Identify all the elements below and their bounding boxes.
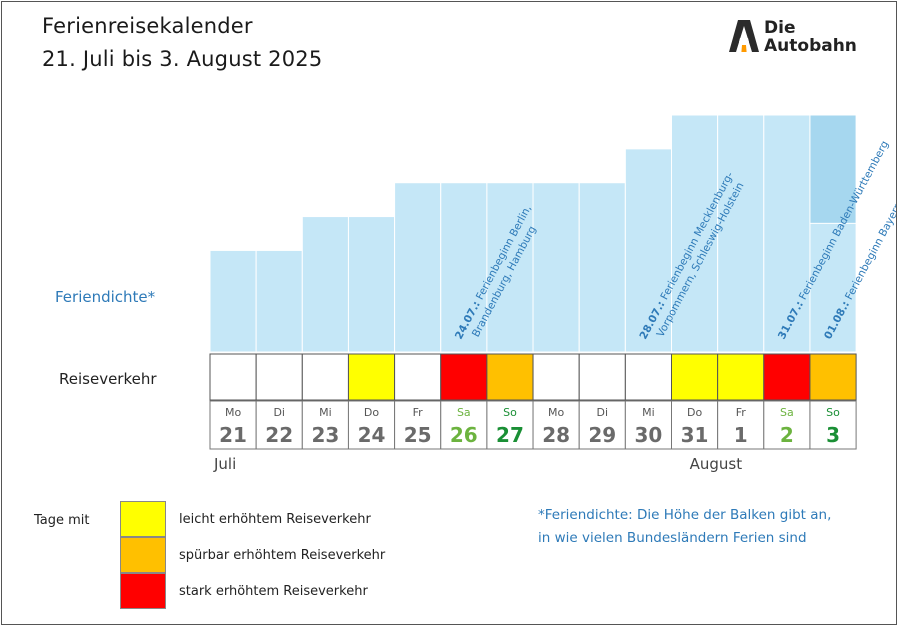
weekday-label: Mo — [548, 406, 564, 419]
date-cell — [301, 400, 349, 450]
day-number: 21 — [219, 423, 247, 447]
traffic-cell — [717, 353, 765, 401]
legend-swatch-spuerbar — [120, 537, 166, 573]
date-cell — [394, 400, 442, 450]
day-number: 22 — [265, 423, 293, 447]
date-cell — [347, 400, 396, 450]
day-number: 28 — [542, 423, 570, 447]
feriendichte-bar-cap — [809, 114, 857, 224]
chart-title: Ferienreisekalender — [42, 14, 253, 38]
date-cell — [624, 400, 672, 450]
date-cell — [671, 400, 719, 450]
day-number: 3 — [826, 423, 840, 447]
feriendichte-bar — [301, 216, 349, 353]
date-cell — [440, 400, 488, 450]
traffic-cell — [763, 353, 811, 401]
day-number: 31 — [681, 423, 709, 447]
legend-prefix: Tage mit — [34, 513, 90, 528]
weekday-label: So — [503, 406, 517, 419]
feriendichte-label: Feriendichte* — [55, 288, 156, 306]
feriendichte-bar — [347, 216, 396, 353]
traffic-cell — [624, 353, 672, 401]
weekday-label: Mi — [642, 406, 655, 419]
traffic-cell — [255, 353, 303, 401]
day-number: 1 — [734, 423, 748, 447]
weekday-label: Mi — [319, 406, 332, 419]
date-cell — [578, 400, 626, 450]
day-number: 24 — [358, 423, 386, 447]
weekday-label: Do — [364, 406, 379, 419]
note-line1: *Feriendichte: Die Höhe der Balken gibt … — [538, 507, 832, 523]
day-number: 26 — [450, 423, 478, 447]
traffic-cell — [301, 353, 349, 401]
weekday-label: Fr — [736, 406, 747, 419]
date-cell — [763, 400, 811, 450]
day-number: 30 — [635, 423, 663, 447]
logo-text-line2: Autobahn — [764, 36, 857, 56]
weekday-label: Di — [597, 406, 609, 419]
day-number: 27 — [496, 423, 524, 447]
month-label: Juli — [213, 455, 236, 473]
logo-text-line1: Die — [764, 18, 796, 38]
weekday-label: Mo — [225, 406, 241, 419]
feriendichte-note: *Feriendichte: Die Höhe der Balken gibt … — [538, 504, 878, 550]
traffic-cell — [809, 353, 857, 401]
feriendichte-bar — [209, 249, 257, 353]
calendar-chart: 24.07.: Ferienbeginn Berlin,Brandenburg,… — [209, 114, 896, 473]
day-number: 23 — [311, 423, 339, 447]
legend-label-spuerbar: spürbar erhöhtem Reiseverkehr — [179, 548, 386, 563]
traffic-cell — [532, 353, 580, 401]
feriendichte-bar — [255, 249, 303, 353]
feriendichte-bar — [578, 182, 626, 353]
weekday-label: So — [826, 406, 840, 419]
traffic-cell — [440, 353, 488, 401]
month-label: August — [690, 455, 743, 473]
day-number: 25 — [404, 423, 432, 447]
day-number: 29 — [588, 423, 616, 447]
legend-label-stark: stark erhöhtem Reiseverkehr — [179, 584, 368, 599]
note-line2: in wie vielen Bundesländern Ferien sind — [538, 530, 807, 546]
autobahn-logo-icon — [729, 20, 759, 52]
reiseverkehr-label: Reiseverkehr — [59, 370, 157, 388]
traffic-cell — [578, 353, 626, 401]
date-cell — [486, 400, 534, 450]
chart-subtitle: 21. Juli bis 3. August 2025 — [42, 47, 323, 71]
traffic-cell — [209, 353, 257, 401]
feriendichte-bar — [717, 114, 765, 353]
weekday-label: Sa — [457, 406, 471, 419]
weekday-label: Do — [687, 406, 702, 419]
feriendichte-bar — [763, 114, 811, 353]
traffic-cell — [394, 353, 442, 401]
legend-swatch-leicht — [120, 501, 166, 537]
feriendichte-bar — [624, 148, 672, 353]
weekday-label: Sa — [780, 406, 794, 419]
weekday-label: Di — [273, 406, 285, 419]
date-cell — [209, 400, 257, 450]
feriendichte-bar — [532, 182, 580, 353]
traffic-cell — [347, 353, 396, 401]
date-cell — [717, 400, 765, 450]
legend-label-leicht: leicht erhöhtem Reiseverkehr — [179, 512, 371, 527]
date-cell — [809, 400, 857, 450]
legend-swatch-stark — [120, 573, 166, 609]
feriendichte-bar — [394, 182, 442, 353]
date-cell — [255, 400, 303, 450]
weekday-label: Fr — [413, 406, 424, 419]
traffic-cell — [671, 353, 719, 401]
day-number: 2 — [780, 423, 794, 447]
date-cell — [532, 400, 580, 450]
traffic-cell — [486, 353, 534, 401]
autobahn-logo: Die Autobahn — [728, 18, 868, 58]
